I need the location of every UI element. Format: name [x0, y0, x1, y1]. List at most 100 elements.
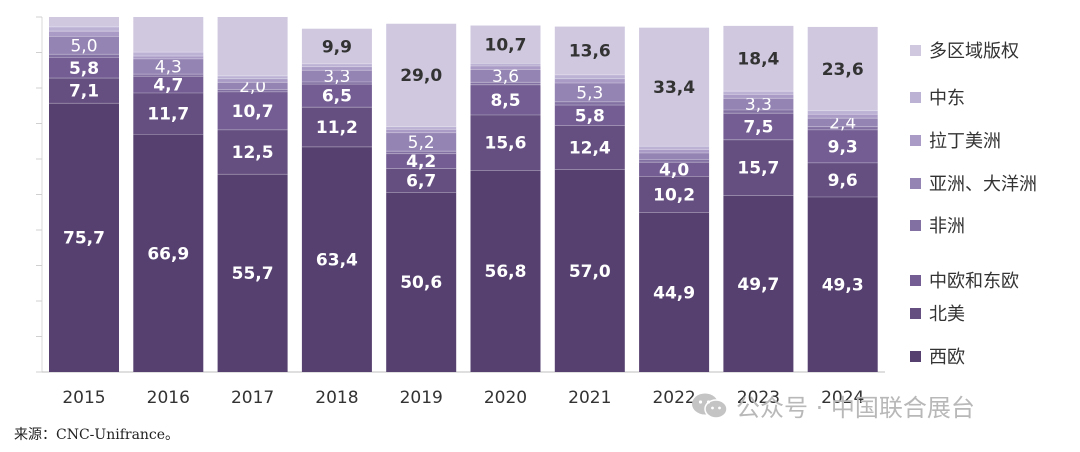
legend-swatch — [910, 44, 921, 56]
bar-segment — [554, 101, 625, 106]
x-tick-label: 2020 — [484, 388, 527, 408]
legend-swatch — [910, 219, 921, 231]
x-tick-label: 2016 — [147, 388, 190, 408]
bar-segment — [639, 162, 710, 177]
legend-item-latin-america: 拉丁美洲 — [910, 128, 1001, 152]
legend-item-central-eastern-europe: 中欧和东欧 — [910, 268, 1019, 292]
bar-segment — [554, 74, 625, 79]
bar-segment — [807, 126, 878, 130]
bar-segment — [217, 91, 288, 130]
bar-segment — [807, 196, 878, 372]
data-label: 49,3 — [822, 275, 864, 295]
data-label: 10,7 — [232, 102, 274, 122]
legend-item-africa: 非洲 — [910, 213, 965, 237]
bar-segment — [639, 159, 710, 163]
legend-swatch — [910, 177, 921, 189]
bar-segment — [386, 129, 457, 133]
data-label: 4,7 — [153, 76, 183, 96]
bar-segment — [807, 118, 878, 127]
bar-segment — [723, 110, 794, 114]
data-label: 3,3 — [745, 95, 772, 115]
bar-segment — [386, 23, 457, 127]
bar-segment — [217, 89, 288, 92]
bar-segment — [133, 76, 204, 93]
bar-segment — [386, 153, 457, 169]
bar-segment — [301, 81, 372, 85]
bar-segment — [723, 25, 794, 92]
watermark: 公众号 · 中国联合展台 — [690, 388, 975, 423]
bar-segment — [49, 26, 119, 32]
data-label: 50,6 — [400, 273, 442, 293]
legend-label: 西欧 — [929, 347, 965, 368]
data-label: 7,5 — [743, 118, 773, 138]
data-label: 49,7 — [737, 275, 779, 295]
bar-segment — [217, 174, 288, 372]
data-label: 5,8 — [69, 59, 99, 79]
legend-label: 非洲 — [929, 216, 965, 237]
bar-segment — [807, 26, 878, 111]
bar-segment — [470, 69, 541, 83]
bar-segment — [554, 125, 625, 170]
bar-segment — [49, 103, 119, 372]
data-label: 5,2 — [408, 133, 435, 153]
wechat-icon — [692, 393, 728, 419]
data-label: 6,7 — [406, 171, 436, 191]
bar-segment — [133, 58, 204, 75]
legend-swatch — [910, 134, 921, 146]
bar-segment — [133, 56, 204, 59]
bar-segment — [723, 139, 794, 196]
source-note: 来源：CNC-Unifrance。 — [14, 427, 180, 443]
data-label: 10,7 — [485, 36, 527, 56]
data-label: 4,3 — [155, 58, 182, 78]
bar-segment — [470, 65, 541, 70]
legend-item-middle-east: 中东 — [910, 85, 965, 109]
bar-segment — [386, 126, 457, 130]
data-label: 55,7 — [232, 264, 274, 284]
bar-segment — [639, 176, 710, 213]
data-label: 9,9 — [322, 37, 352, 57]
x-tick-label: 2023 — [737, 388, 780, 408]
data-label: 11,7 — [147, 105, 189, 125]
data-label: 4,2 — [406, 152, 436, 172]
bar-segment — [723, 91, 794, 95]
legend-label: 亚洲、大洋洲 — [929, 174, 1037, 195]
data-label: 2,4 — [829, 113, 856, 133]
bar-segment — [639, 149, 710, 153]
bar-segment — [807, 129, 878, 163]
stacked-bar-chart: 75,7 7,1 5,8 5,0 2015 66,9 11,7 4,74,3 2016 55,7 1… — [36, 16, 885, 408]
bar-segment — [554, 105, 625, 126]
data-label: 3,6 — [492, 67, 519, 87]
bar-segment — [301, 84, 372, 108]
bar-segment — [554, 169, 625, 372]
bar-segment — [49, 36, 119, 55]
bar-segment — [386, 192, 457, 372]
bar-segment — [133, 92, 204, 135]
bar-segment — [49, 57, 119, 79]
x-tick-label: 2021 — [568, 388, 611, 408]
data-label: 75,7 — [63, 229, 105, 249]
data-label: 8,5 — [490, 91, 520, 111]
bar-segment — [301, 146, 372, 372]
x-tick-label: 2019 — [400, 388, 443, 408]
legend-label: 拉丁美洲 — [929, 131, 1001, 152]
legend-item-asia-oceania: 亚洲、大洋洲 — [910, 171, 1037, 195]
bar-segment — [217, 78, 288, 83]
bar-segment — [554, 83, 625, 102]
bar-segment — [133, 134, 204, 372]
data-label: 9,3 — [828, 137, 858, 157]
data-label: 10,2 — [653, 186, 695, 206]
data-label: 15,6 — [485, 134, 527, 154]
data-label: 23,6 — [822, 60, 864, 80]
bar-segment — [301, 107, 372, 147]
legend-label: 多区域版权 — [929, 41, 1019, 62]
x-tick-label: 2022 — [652, 388, 695, 408]
bar-segment — [723, 94, 794, 99]
bar-segment — [301, 70, 372, 82]
bar-segment — [554, 78, 625, 84]
bar-segment — [807, 110, 878, 115]
data-label: 57,0 — [569, 262, 611, 282]
bar-segment — [470, 82, 541, 85]
legend-item-multi-region: 多区域版权 — [910, 38, 1019, 62]
legend-swatch — [910, 350, 921, 362]
bar-segment — [49, 54, 119, 58]
